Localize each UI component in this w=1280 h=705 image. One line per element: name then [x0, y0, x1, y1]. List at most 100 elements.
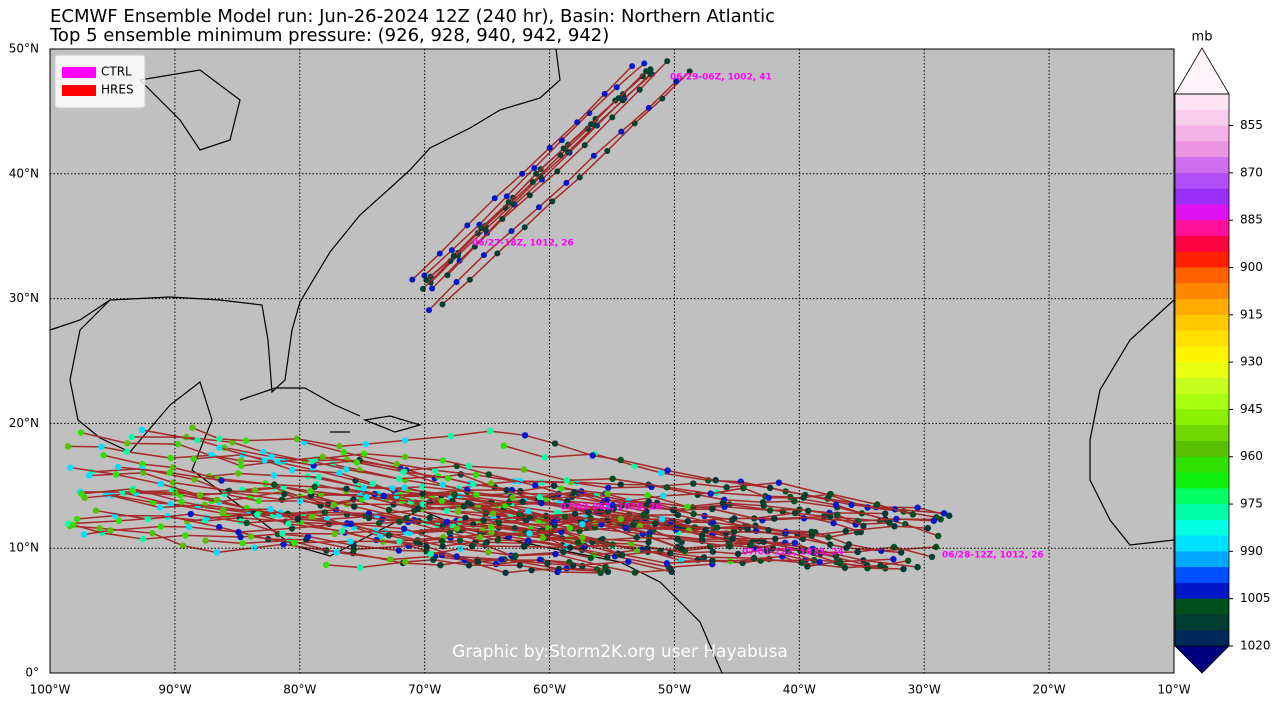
- track-point: [644, 491, 651, 499]
- track-point: [138, 426, 146, 434]
- track: [242, 486, 581, 524]
- legend-label: CTRL: [101, 65, 132, 79]
- track-point: [437, 561, 444, 569]
- track-point: [129, 487, 137, 495]
- track-point: [647, 70, 654, 77]
- track-point: [260, 448, 267, 456]
- track-point: [571, 510, 579, 518]
- track-point: [462, 514, 469, 522]
- track-point: [464, 222, 471, 229]
- track-point: [641, 60, 648, 67]
- track-point: [644, 545, 651, 552]
- colorbar-tick-label: 975: [1240, 497, 1263, 511]
- track-point: [561, 513, 569, 521]
- track-point: [488, 480, 495, 487]
- track-point: [766, 507, 774, 514]
- track-point: [554, 568, 561, 576]
- colorbar-tick-label: 915: [1240, 307, 1263, 321]
- colorbar-band: [1175, 267, 1229, 284]
- colorbar: 855 870 885 900 915 930 945 960 975 990 1005 1020 mb: [1174, 30, 1271, 674]
- track-point: [497, 556, 505, 563]
- track-point: [492, 560, 500, 568]
- track-point: [65, 520, 72, 527]
- track-point: [291, 539, 298, 547]
- colorbar-band: [1175, 630, 1229, 647]
- track-point: [558, 485, 565, 492]
- track-point: [494, 537, 501, 544]
- track-point: [436, 250, 443, 257]
- track-point: [664, 58, 671, 65]
- track-point: [562, 501, 570, 508]
- track-point: [940, 510, 948, 517]
- track-point: [566, 524, 574, 532]
- track-point: [579, 562, 586, 570]
- track-point: [825, 534, 832, 541]
- track-point: [503, 486, 510, 494]
- track-point: [190, 455, 197, 463]
- colorbar-band: [1175, 582, 1229, 600]
- track-point: [636, 86, 643, 93]
- track-point: [480, 517, 487, 524]
- track-point: [395, 475, 403, 483]
- track-point: [270, 472, 278, 479]
- track-point: [707, 490, 714, 497]
- track-point: [832, 501, 840, 509]
- track-point: [288, 525, 296, 532]
- track-point: [401, 484, 408, 491]
- track-point: [336, 443, 343, 450]
- track-point: [602, 563, 609, 570]
- track-point: [617, 456, 624, 464]
- track-point: [69, 521, 77, 529]
- track-point: [427, 279, 434, 286]
- track: [315, 453, 914, 516]
- track-point: [331, 530, 338, 538]
- track-point: [702, 526, 709, 534]
- track-point: [453, 553, 460, 560]
- colorbar-band: [1175, 472, 1229, 489]
- track-point: [402, 437, 409, 444]
- track-point: [139, 460, 146, 468]
- colorbar-band: [1175, 535, 1229, 552]
- y-tick-label: 40°N: [9, 166, 39, 180]
- colorbar-band: [1175, 314, 1229, 332]
- track-point: [426, 514, 433, 522]
- track-point: [216, 444, 223, 451]
- track-point: [909, 511, 917, 518]
- track: [430, 548, 671, 574]
- track-point: [343, 485, 350, 492]
- coast-great-lakes: [138, 69, 241, 151]
- track-point: [719, 499, 727, 507]
- colorbar-band: [1175, 94, 1229, 111]
- track-point: [554, 168, 561, 175]
- annotation: 06/28-12Z, 1012, 26: [942, 551, 1044, 561]
- track-point: [242, 437, 250, 444]
- track-point: [235, 528, 242, 536]
- colorbar-tick-label: 990: [1240, 544, 1263, 558]
- track-point: [690, 510, 697, 518]
- track-point: [698, 532, 706, 539]
- track-point: [439, 301, 446, 308]
- track-point: [149, 529, 156, 537]
- track-point: [827, 490, 834, 498]
- track-point: [552, 550, 559, 558]
- legend-box: [54, 54, 146, 109]
- x-tick-label: 70°W: [408, 683, 441, 697]
- track-point: [585, 509, 592, 516]
- track-point: [643, 68, 650, 75]
- track-point: [457, 471, 465, 478]
- track-point: [529, 179, 536, 186]
- track-point: [760, 538, 767, 545]
- track: [141, 429, 886, 515]
- x-tick-label: 30°W: [908, 683, 941, 697]
- track-point: [502, 569, 509, 576]
- track-point: [709, 548, 717, 555]
- track-point: [213, 496, 221, 504]
- track-point: [657, 469, 665, 477]
- track-point: [473, 491, 480, 498]
- track-point: [255, 497, 262, 505]
- colorbar-band: [1175, 567, 1229, 584]
- track-point: [451, 491, 458, 498]
- track-point: [439, 481, 446, 488]
- colorbar-band: [1175, 299, 1229, 316]
- track-point: [860, 522, 867, 530]
